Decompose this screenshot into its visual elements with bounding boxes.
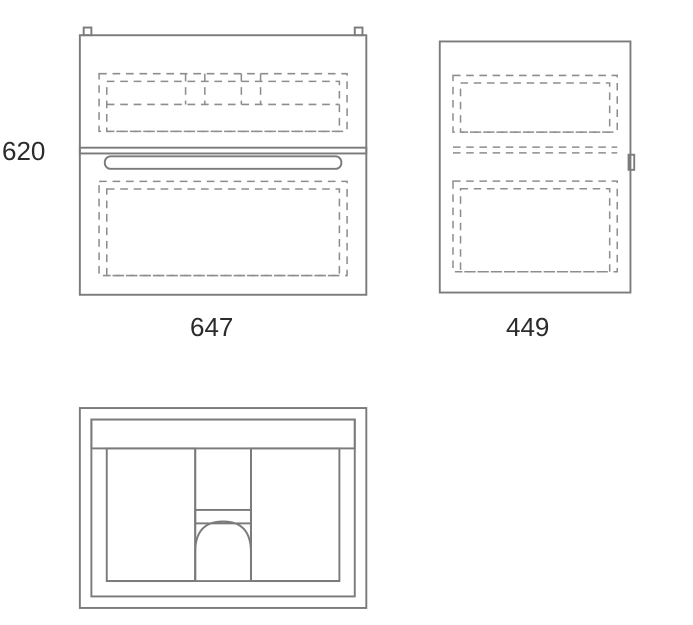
dim-width-front: 647 [190, 314, 233, 340]
dim-width-side: 449 [506, 314, 549, 340]
top-plan-view [76, 394, 374, 602]
side-elevation-view [436, 24, 638, 290]
front-elevation-view [76, 20, 374, 290]
technical-drawing-stage: 620 647 449 [0, 0, 693, 625]
dim-height-left: 620 [2, 138, 45, 164]
